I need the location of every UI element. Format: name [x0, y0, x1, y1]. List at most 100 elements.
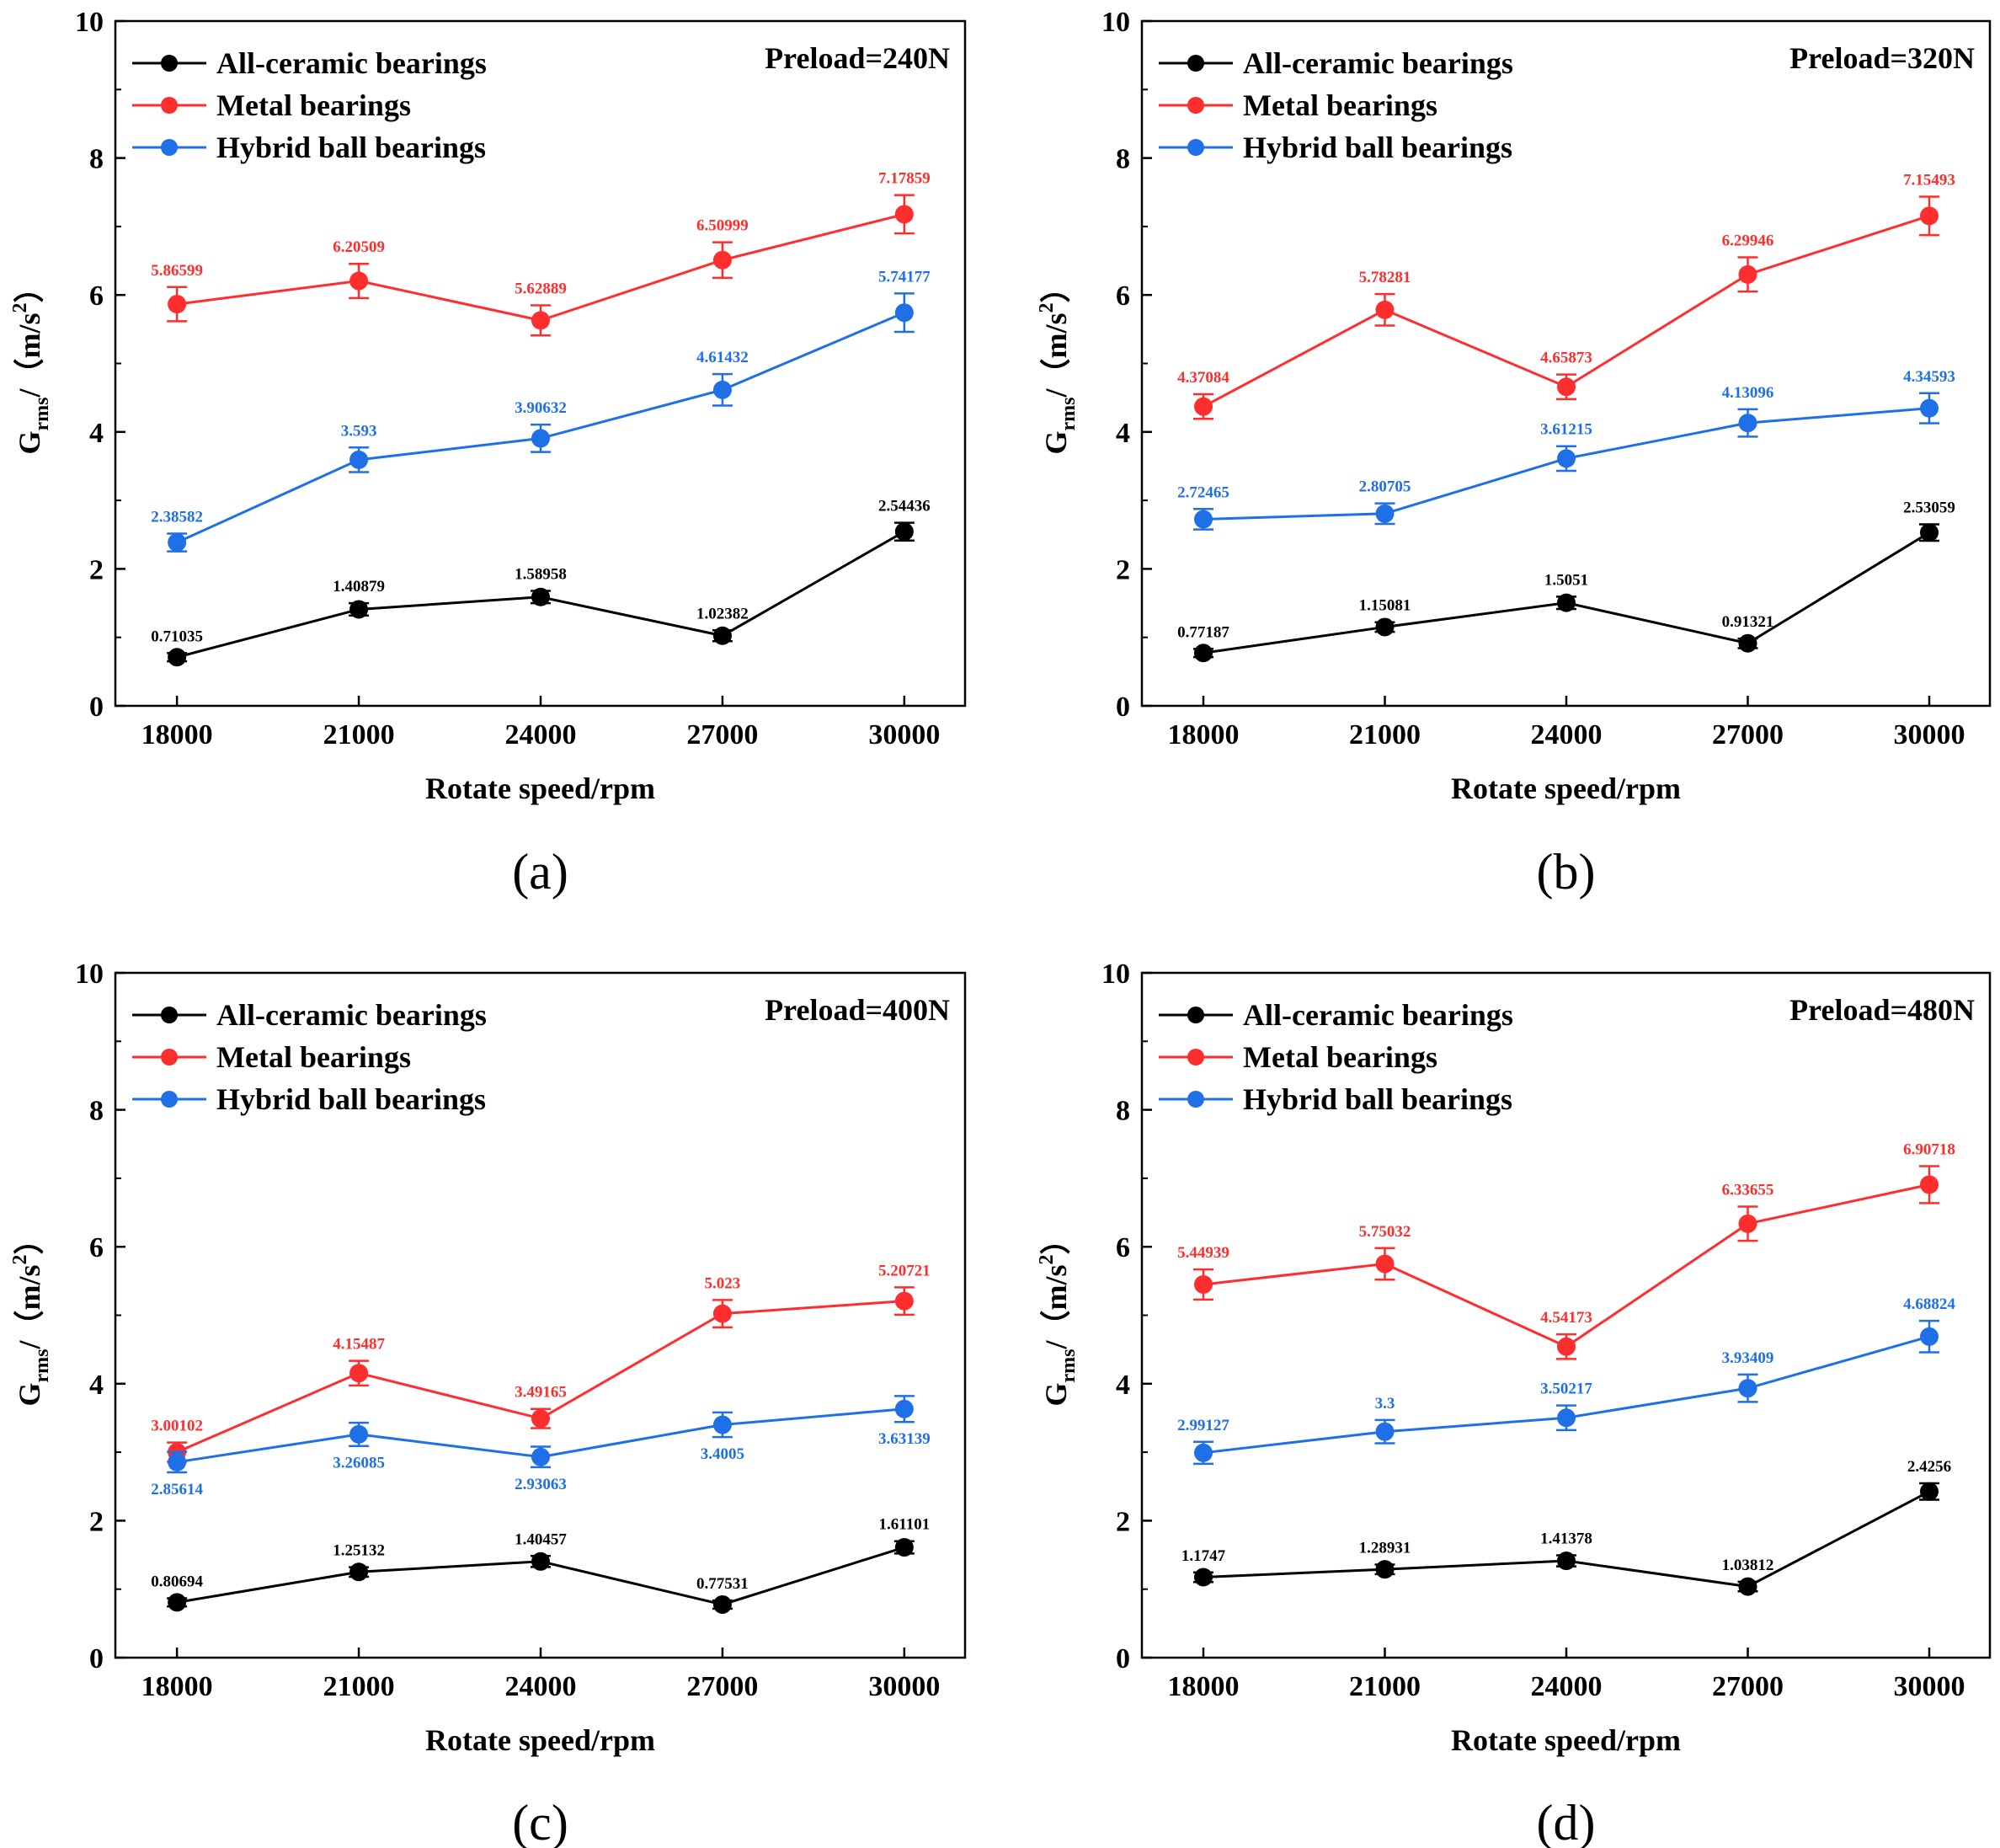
data-label: 5.78281 [1359, 269, 1411, 286]
data-label: 2.85614 [151, 1481, 203, 1498]
series-all-ceramic-bearings: 0.80694 1.25132 1.40457 0.77531 1.61101 [151, 1516, 930, 1614]
legend-marker [1187, 97, 1204, 114]
data-label: 4.65873 [1540, 350, 1592, 367]
legend-label: Hybrid ball bearings [1243, 1082, 1512, 1116]
data-label: 4.13096 [1722, 384, 1774, 402]
y-tick-label: 8 [89, 144, 104, 175]
data-label: 7.17859 [878, 170, 931, 188]
data-point [1738, 1577, 1757, 1596]
y-tick-label: 10 [1101, 959, 1130, 990]
legend-marker [1187, 139, 1204, 156]
legend-item: Metal bearings [132, 1040, 411, 1074]
data-label: 6.90718 [1903, 1140, 1955, 1158]
data-label: 3.50217 [1540, 1381, 1592, 1398]
y-tick-label: 4 [89, 1370, 104, 1401]
data-point [1375, 1422, 1395, 1441]
data-label: 2.93063 [515, 1476, 567, 1493]
data-point [712, 626, 732, 645]
x-tick-label: 24000 [1531, 1671, 1603, 1702]
data-point [1194, 397, 1213, 416]
data-point [1194, 1443, 1213, 1462]
preload-annotation: Preload=320N [1789, 41, 1975, 75]
data-point [1557, 1408, 1576, 1428]
legend-label: Hybrid ball bearings [216, 1082, 486, 1116]
y-axis-title: Grms/（m/s2） [9, 272, 53, 454]
data-point [531, 587, 551, 606]
data-label: 3.26085 [333, 1455, 385, 1472]
data-point [894, 1399, 914, 1418]
data-point [712, 1594, 732, 1614]
data-point [1194, 510, 1213, 529]
data-label: 3.4005 [701, 1445, 744, 1463]
legend-item: Hybrid ball bearings [1159, 1082, 1512, 1116]
chart-panel-3: 0 2 4 6 8 10 18000 21000 24000 27000 30000 Rotate s… [9, 959, 967, 1848]
legend-marker [1187, 1049, 1204, 1066]
data-point [1194, 1274, 1213, 1294]
data-label: 2.72465 [1177, 483, 1229, 501]
legend-label: Metal bearings [1243, 1040, 1437, 1074]
data-point [168, 295, 187, 314]
data-label: 1.5051 [1544, 571, 1588, 589]
data-point [349, 450, 369, 469]
data-label: 6.29946 [1722, 232, 1774, 250]
legend-item: Metal bearings [1159, 1040, 1437, 1074]
legend-item: All-ceramic bearings [1159, 46, 1513, 80]
series-all-ceramic-bearings: 0.77187 1.15081 1.5051 0.91321 2.53059 [1177, 499, 1955, 663]
data-label: 4.37084 [1177, 369, 1229, 387]
y-tick-label: 8 [1116, 144, 1130, 175]
legend-label: All-ceramic bearings [216, 46, 487, 80]
data-label: 1.41378 [1540, 1530, 1592, 1548]
legend-label: All-ceramic bearings [1243, 998, 1513, 1032]
data-label: 4.54173 [1540, 1309, 1592, 1327]
data-label: 5.62889 [515, 280, 567, 297]
panel-caption: (c) [512, 1795, 568, 1848]
y-tick-label: 10 [1101, 7, 1130, 38]
legend-marker [161, 139, 178, 156]
data-label: 3.00102 [151, 1418, 203, 1435]
x-tick-label: 24000 [1531, 719, 1603, 750]
legend-item: Hybrid ball bearings [1159, 131, 1512, 164]
data-point [894, 522, 914, 542]
data-point [1375, 504, 1395, 523]
data-point [1919, 1327, 1939, 1346]
legend-label: All-ceramic bearings [1243, 46, 1513, 80]
data-point [1375, 1560, 1395, 1579]
data-point [1738, 414, 1757, 433]
data-label: 3.61215 [1540, 421, 1592, 439]
x-tick-label: 18000 [1168, 719, 1240, 750]
series-all-ceramic-bearings: 1.1747 1.28931 1.41378 1.03812 2.4256 [1181, 1458, 1951, 1596]
y-tick-label: 8 [89, 1096, 104, 1127]
data-label: 6.50999 [696, 217, 749, 235]
data-label: 4.15487 [333, 1336, 385, 1354]
data-point [531, 311, 551, 330]
data-label: 3.593 [341, 422, 377, 440]
legend-label: Metal bearings [216, 88, 411, 122]
legend-label: Hybrid ball bearings [1243, 131, 1512, 164]
data-label: 1.03812 [1722, 1557, 1774, 1574]
legend-label: Metal bearings [1243, 88, 1437, 122]
data-point [894, 1538, 914, 1557]
series-hybrid-ball-bearings: 2.72465 2.80705 3.61215 4.13096 4.34593 [1177, 368, 1955, 531]
data-point [1557, 1552, 1576, 1571]
legend-label: Hybrid ball bearings [216, 131, 486, 164]
data-point [1919, 206, 1939, 226]
data-label: 3.90632 [515, 399, 567, 417]
series-line [1203, 531, 1930, 654]
data-point [531, 1447, 551, 1466]
y-tick-label: 8 [1116, 1096, 1130, 1127]
x-tick-label: 27000 [686, 719, 758, 750]
data-label: 0.71035 [151, 628, 203, 645]
y-tick-label: 0 [1116, 1643, 1130, 1674]
series-metal-bearings: 4.37084 5.78281 4.65873 6.29946 7.15493 [1177, 172, 1955, 420]
x-axis-title: Rotate speed/rpm [425, 772, 655, 805]
data-label: 2.54436 [878, 498, 931, 515]
data-label: 4.34593 [1903, 368, 1955, 386]
y-tick-label: 0 [1116, 692, 1130, 723]
data-label: 5.74177 [878, 268, 931, 286]
data-label: 1.40879 [333, 578, 385, 596]
x-tick-label: 21000 [1349, 1671, 1421, 1702]
legend-marker [161, 1049, 178, 1066]
legend-marker [1187, 1091, 1204, 1108]
x-tick-label: 18000 [141, 719, 213, 750]
chart-panel-2: 0 2 4 6 8 10 18000 21000 24000 27000 30000 Rotate s… [1036, 7, 1992, 900]
